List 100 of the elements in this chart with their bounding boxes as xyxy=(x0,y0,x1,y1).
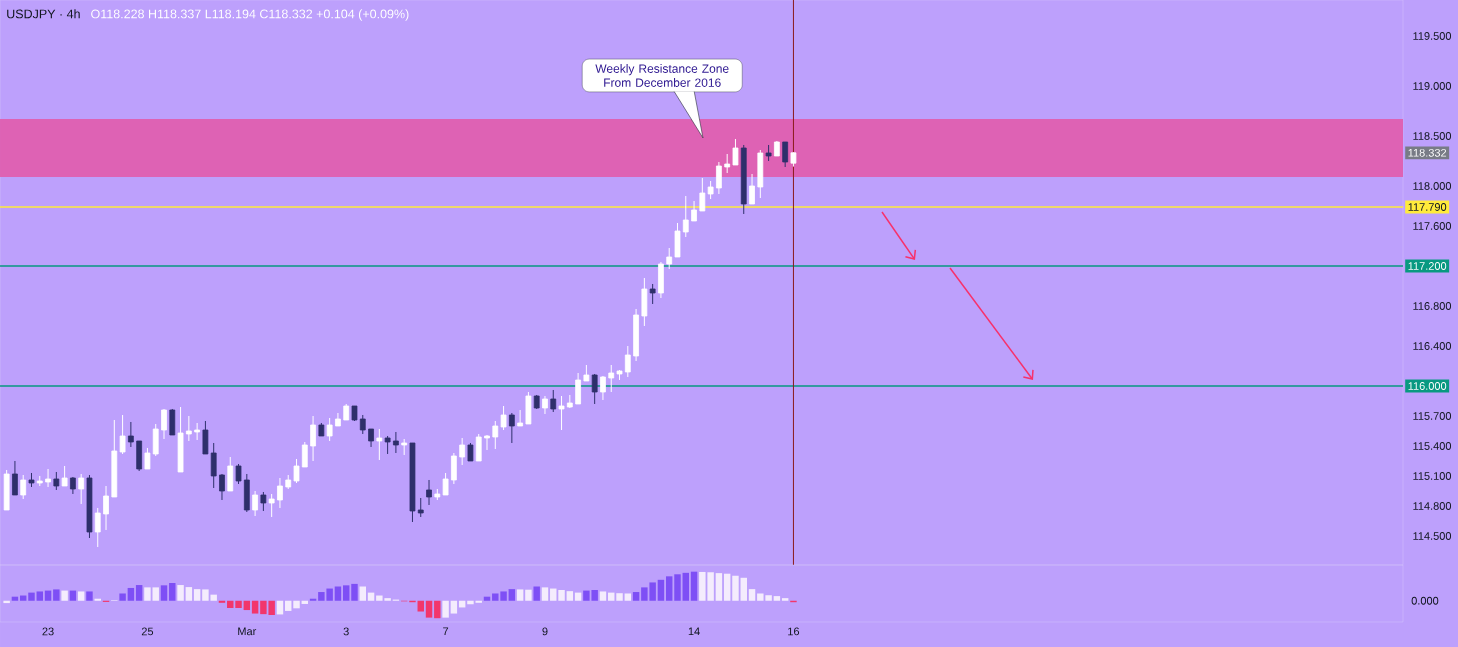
candlestick xyxy=(277,477,283,509)
y-tick-label: 116.800 xyxy=(1413,302,1452,310)
candlestick xyxy=(649,283,656,305)
candlestick xyxy=(475,433,482,462)
x-tick-label: 3 xyxy=(343,627,349,636)
ref-line-label: 117.790 xyxy=(1408,203,1447,211)
y-tick-label: 114.800 xyxy=(1413,502,1452,510)
candlestick xyxy=(558,395,565,431)
bar xyxy=(781,598,789,601)
candlestick xyxy=(442,472,449,496)
candlestick xyxy=(459,437,466,466)
bar xyxy=(36,591,43,601)
bar xyxy=(342,585,350,601)
y-tick-label: 117.600 xyxy=(1413,222,1452,230)
bar xyxy=(574,592,582,601)
bar xyxy=(169,583,176,601)
bar xyxy=(682,572,690,601)
candlestick xyxy=(417,497,424,518)
bar xyxy=(251,600,259,614)
candlestick xyxy=(161,408,167,440)
candlestick xyxy=(127,421,134,448)
candlestick xyxy=(61,465,68,487)
candlestick xyxy=(368,428,374,448)
candlestick xyxy=(492,420,499,450)
candlestick xyxy=(20,474,27,500)
bar xyxy=(690,571,698,601)
candlestick xyxy=(591,373,598,405)
y-tick-label: 115.400 xyxy=(1413,442,1452,450)
y-tick-label: 115.100 xyxy=(1413,472,1452,480)
candlestick xyxy=(310,415,316,462)
bar xyxy=(285,600,292,611)
bar xyxy=(566,591,574,601)
candlestick xyxy=(782,141,789,168)
bar xyxy=(28,592,35,601)
bar xyxy=(541,587,549,601)
bar xyxy=(525,589,532,601)
candlestick xyxy=(467,442,474,462)
bar xyxy=(732,575,739,601)
candlestick xyxy=(393,431,399,454)
candlestick xyxy=(450,452,457,485)
bar xyxy=(177,585,184,601)
bar xyxy=(450,600,458,614)
candlestick xyxy=(550,389,557,413)
candlestick xyxy=(252,490,258,517)
bar xyxy=(715,573,723,601)
bar xyxy=(86,591,93,601)
bar xyxy=(748,589,756,601)
bar xyxy=(740,577,747,601)
bar xyxy=(550,588,557,601)
bar xyxy=(616,593,623,601)
bar xyxy=(359,586,366,601)
bar xyxy=(624,593,632,601)
bar xyxy=(632,592,640,601)
text: 118.332 xyxy=(1408,148,1447,157)
candlestick xyxy=(376,428,383,461)
candlestick xyxy=(517,409,524,427)
text: 0.000 xyxy=(1411,596,1439,605)
bar xyxy=(53,589,60,601)
bar xyxy=(608,592,615,601)
candlestick xyxy=(301,441,308,468)
bar xyxy=(193,589,201,601)
candlestick xyxy=(359,414,366,435)
x-tick-label: 23 xyxy=(42,627,54,636)
bar xyxy=(674,574,681,601)
bar xyxy=(235,600,242,609)
candlestick xyxy=(500,405,507,431)
bar xyxy=(533,586,540,601)
bar xyxy=(293,600,300,609)
candlestick xyxy=(210,442,217,489)
text: O118.228 H118.337 L118.194 C118.332 +0.104 (+0.09%) xyxy=(91,9,409,21)
bar xyxy=(135,585,143,601)
bar xyxy=(351,583,358,601)
bar xyxy=(61,590,68,601)
candlestick xyxy=(219,473,225,501)
bar xyxy=(417,600,424,612)
bar xyxy=(516,589,524,601)
candlestick xyxy=(235,463,242,485)
bar xyxy=(483,596,491,601)
bar xyxy=(434,600,441,619)
ref-line-label: 116.000 xyxy=(1408,382,1447,390)
candlestick xyxy=(144,447,151,470)
bar xyxy=(723,573,731,601)
candlestick xyxy=(542,395,548,415)
bar xyxy=(309,598,317,601)
bar xyxy=(94,598,101,601)
bar xyxy=(773,596,781,601)
x-tick-label: 9 xyxy=(542,627,548,636)
candlestick xyxy=(484,434,490,451)
x-tick-label: 16 xyxy=(788,627,800,636)
candlestick xyxy=(699,177,706,212)
bar xyxy=(127,587,135,601)
candlestick xyxy=(691,200,697,222)
candlestick xyxy=(426,479,432,506)
bar xyxy=(44,590,52,601)
y-tick-label: 118.000 xyxy=(1413,182,1452,190)
candlestick xyxy=(185,415,192,442)
candlestick xyxy=(45,468,51,488)
candlestick xyxy=(624,345,631,378)
bar xyxy=(334,586,342,601)
bar xyxy=(3,600,10,604)
